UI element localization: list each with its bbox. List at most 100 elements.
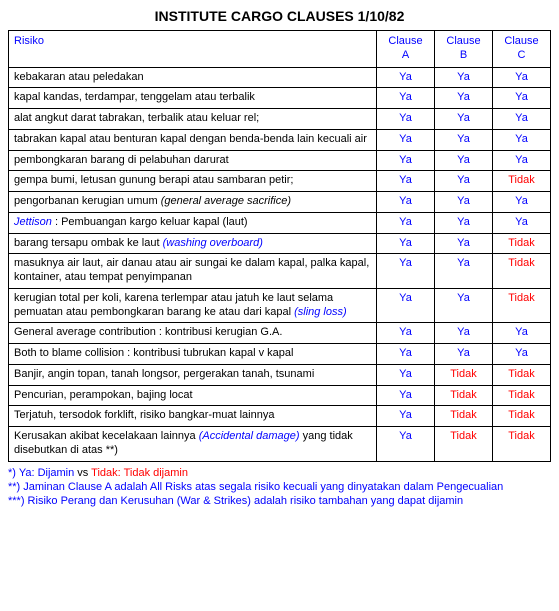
- value-cell-a: Ya: [377, 406, 435, 427]
- risk-text: General average contribution : kontribus…: [14, 326, 282, 338]
- value-cell-c: Ya: [493, 323, 551, 344]
- header-clause-b: ClauseB: [435, 31, 493, 68]
- risk-text: Both to blame collision : kontribusi tub…: [14, 347, 293, 359]
- value-cell-c: Ya: [493, 129, 551, 150]
- risk-cell: Both to blame collision : kontribusi tub…: [9, 344, 377, 365]
- value-cell-a: Ya: [377, 171, 435, 192]
- risk-text: masuknya air laut, air danau atau air su…: [14, 257, 369, 283]
- risk-cell: kapal kandas, terdampar, tenggelam atau …: [9, 88, 377, 109]
- footnotes: *) Ya: Dijamin vs Tidak: Tidak dijamin *…: [8, 466, 551, 509]
- table-row: alat angkut darat tabrakan, terbalik ata…: [9, 109, 551, 130]
- value-cell-c: Ya: [493, 67, 551, 88]
- value-cell-a: Ya: [377, 212, 435, 233]
- risk-blue-italic-suffix: (sling loss): [294, 306, 347, 318]
- table-row: General average contribution : kontribus…: [9, 323, 551, 344]
- value-cell-b: Ya: [435, 323, 493, 344]
- value-cell-a: Ya: [377, 129, 435, 150]
- risk-cell: kerugian total per koli, karena terlempa…: [9, 288, 377, 323]
- footnote-1-pre: *): [8, 467, 19, 479]
- value-cell-b: Ya: [435, 88, 493, 109]
- value-cell-b: Ya: [435, 150, 493, 171]
- footnote-1-tidak: Tidak: Tidak dijamin: [91, 467, 188, 479]
- value-cell-b: Ya: [435, 233, 493, 254]
- value-cell-a: Ya: [377, 288, 435, 323]
- risk-blue-italic-mid: (Accidental damage): [199, 430, 300, 442]
- value-cell-a: Ya: [377, 385, 435, 406]
- risk-cell: Terjatuh, tersodok forklift, risiko bang…: [9, 406, 377, 427]
- value-cell-c: Tidak: [493, 406, 551, 427]
- value-cell-c: Ya: [493, 192, 551, 213]
- footnote-1-ya: Ya: Dijamin: [19, 467, 74, 479]
- value-cell-b: Tidak: [435, 406, 493, 427]
- risk-prefix: Jettison: [14, 216, 52, 228]
- value-cell-a: Ya: [377, 233, 435, 254]
- table-row: kebakaran atau peledakanYaYaYa: [9, 67, 551, 88]
- risk-cell: tabrakan kapal atau benturan kapal denga…: [9, 129, 377, 150]
- value-cell-b: Tidak: [435, 385, 493, 406]
- table-row: Both to blame collision : kontribusi tub…: [9, 344, 551, 365]
- risk-italic-suffix: (general average sacrifice): [161, 195, 291, 207]
- value-cell-b: Tidak: [435, 427, 493, 462]
- header-clause-a: ClauseA: [377, 31, 435, 68]
- value-cell-a: Ya: [377, 364, 435, 385]
- value-cell-a: Ya: [377, 254, 435, 289]
- footnote-2: **) Jaminan Clause A adalah All Risks at…: [8, 480, 551, 494]
- footnote-1: *) Ya: Dijamin vs Tidak: Tidak dijamin: [8, 466, 551, 480]
- value-cell-c: Ya: [493, 150, 551, 171]
- value-cell-c: Tidak: [493, 288, 551, 323]
- risk-cell: kebakaran atau peledakan: [9, 67, 377, 88]
- risk-cell: Banjir, angin topan, tanah longsor, perg…: [9, 364, 377, 385]
- value-cell-b: Ya: [435, 67, 493, 88]
- risk-cell: masuknya air laut, air danau atau air su…: [9, 254, 377, 289]
- value-cell-b: Ya: [435, 109, 493, 130]
- risk-cell: barang tersapu ombak ke laut (washing ov…: [9, 233, 377, 254]
- value-cell-c: Ya: [493, 88, 551, 109]
- value-cell-b: Ya: [435, 288, 493, 323]
- risk-cell: Pencurian, perampokan, bajing locat: [9, 385, 377, 406]
- table-row: Terjatuh, tersodok forklift, risiko bang…: [9, 406, 551, 427]
- value-cell-c: Tidak: [493, 233, 551, 254]
- risk-text: pengorbanan kerugian umum: [14, 195, 161, 207]
- value-cell-c: Tidak: [493, 171, 551, 192]
- value-cell-a: Ya: [377, 88, 435, 109]
- value-cell-b: Ya: [435, 212, 493, 233]
- value-cell-b: Tidak: [435, 364, 493, 385]
- table-row: masuknya air laut, air danau atau air su…: [9, 254, 551, 289]
- footnote-3: ***) Risiko Perang dan Kerusuhan (War & …: [8, 494, 551, 508]
- table-row: gempa bumi, letusan gunung berapi atau s…: [9, 171, 551, 192]
- risk-cell: Jettison : Pembuangan kargo keluar kapal…: [9, 212, 377, 233]
- value-cell-a: Ya: [377, 323, 435, 344]
- value-cell-c: Tidak: [493, 427, 551, 462]
- risk-text: Banjir, angin topan, tanah longsor, perg…: [14, 368, 314, 380]
- value-cell-c: Tidak: [493, 364, 551, 385]
- risk-cell: alat angkut darat tabrakan, terbalik ata…: [9, 109, 377, 130]
- value-cell-b: Ya: [435, 254, 493, 289]
- risk-text: barang tersapu ombak ke laut: [14, 237, 163, 249]
- table-header-row: Risiko ClauseA ClauseB ClauseC: [9, 31, 551, 68]
- risk-text: Kerusakan akibat kecelakaan lainnya: [14, 430, 199, 442]
- risk-cell: pengorbanan kerugian umum (general avera…: [9, 192, 377, 213]
- table-row: Pencurian, perampokan, bajing locatYaTid…: [9, 385, 551, 406]
- page-title: INSTITUTE CARGO CLAUSES 1/10/82: [8, 8, 551, 24]
- risk-text: kerugian total per koli, karena terlempa…: [14, 292, 333, 318]
- value-cell-a: Ya: [377, 109, 435, 130]
- risk-blue-italic-suffix: (washing overboard): [163, 237, 263, 249]
- table-row: pengorbanan kerugian umum (general avera…: [9, 192, 551, 213]
- table-row: barang tersapu ombak ke laut (washing ov…: [9, 233, 551, 254]
- value-cell-c: Tidak: [493, 254, 551, 289]
- table-row: Kerusakan akibat kecelakaan lainnya (Acc…: [9, 427, 551, 462]
- header-clause-c: ClauseC: [493, 31, 551, 68]
- value-cell-b: Ya: [435, 171, 493, 192]
- risk-cell: Kerusakan akibat kecelakaan lainnya (Acc…: [9, 427, 377, 462]
- risk-text: gempa bumi, letusan gunung berapi atau s…: [14, 174, 293, 186]
- value-cell-b: Ya: [435, 344, 493, 365]
- value-cell-b: Ya: [435, 192, 493, 213]
- risk-text: tabrakan kapal atau benturan kapal denga…: [14, 133, 367, 145]
- risk-text: kapal kandas, terdampar, tenggelam atau …: [14, 91, 255, 103]
- header-risk: Risiko: [9, 31, 377, 68]
- risk-cell: gempa bumi, letusan gunung berapi atau s…: [9, 171, 377, 192]
- footnote-1-vs: vs: [74, 467, 91, 479]
- value-cell-a: Ya: [377, 67, 435, 88]
- table-row: Jettison : Pembuangan kargo keluar kapal…: [9, 212, 551, 233]
- value-cell-a: Ya: [377, 150, 435, 171]
